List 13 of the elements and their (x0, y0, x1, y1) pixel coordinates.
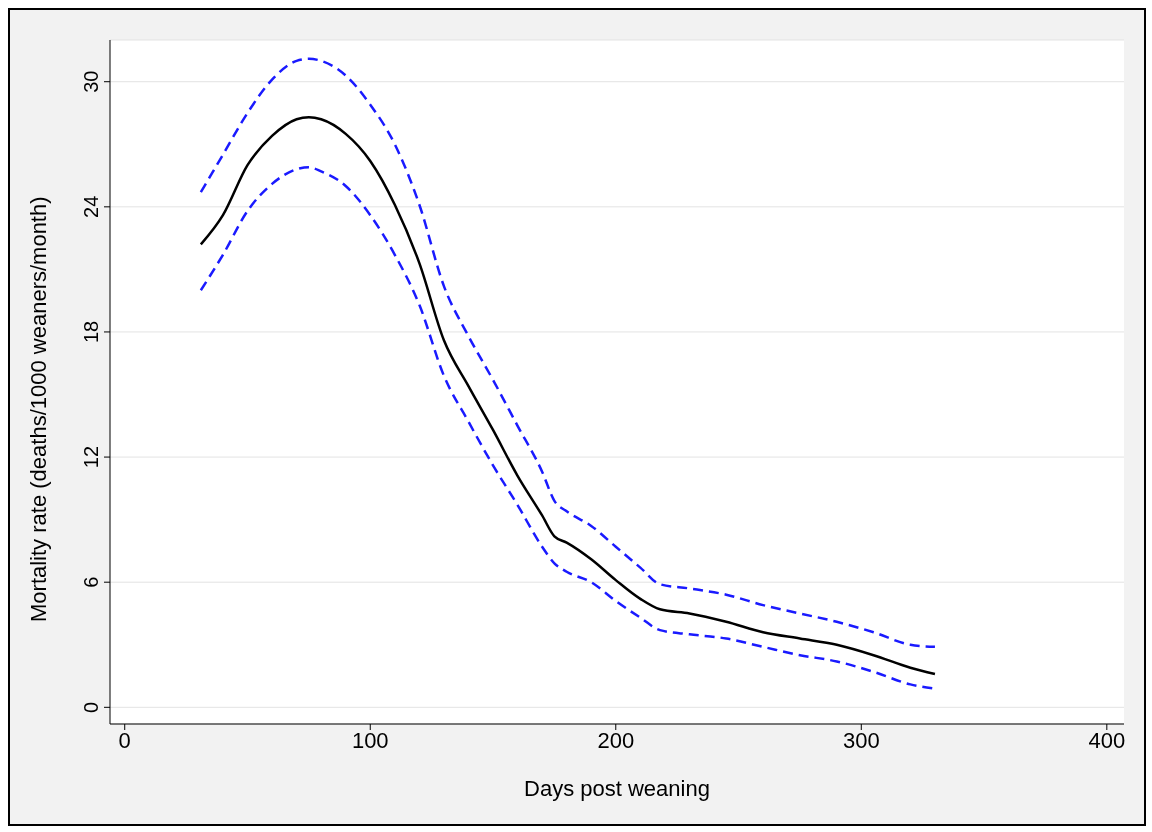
y-tick-label: 18 (80, 320, 102, 344)
x-axis-title: Days post weaning (524, 776, 710, 801)
y-tick-label: 0 (80, 701, 102, 713)
y-tick-label: 12 (80, 445, 102, 469)
y-axis-title: Mortality rate (deaths/1000 weaners/month) (25, 196, 51, 622)
y-tick-label: 6 (80, 576, 102, 588)
x-tick-label: 0 (118, 727, 131, 753)
x-tick-label: 300 (842, 727, 880, 753)
x-tick-label: 100 (351, 727, 389, 753)
x-tick-label: 200 (597, 727, 635, 753)
y-tick-label: 24 (80, 195, 102, 218)
x-tick-label: 400 (1088, 727, 1126, 753)
y-tick-label: 30 (80, 70, 102, 93)
